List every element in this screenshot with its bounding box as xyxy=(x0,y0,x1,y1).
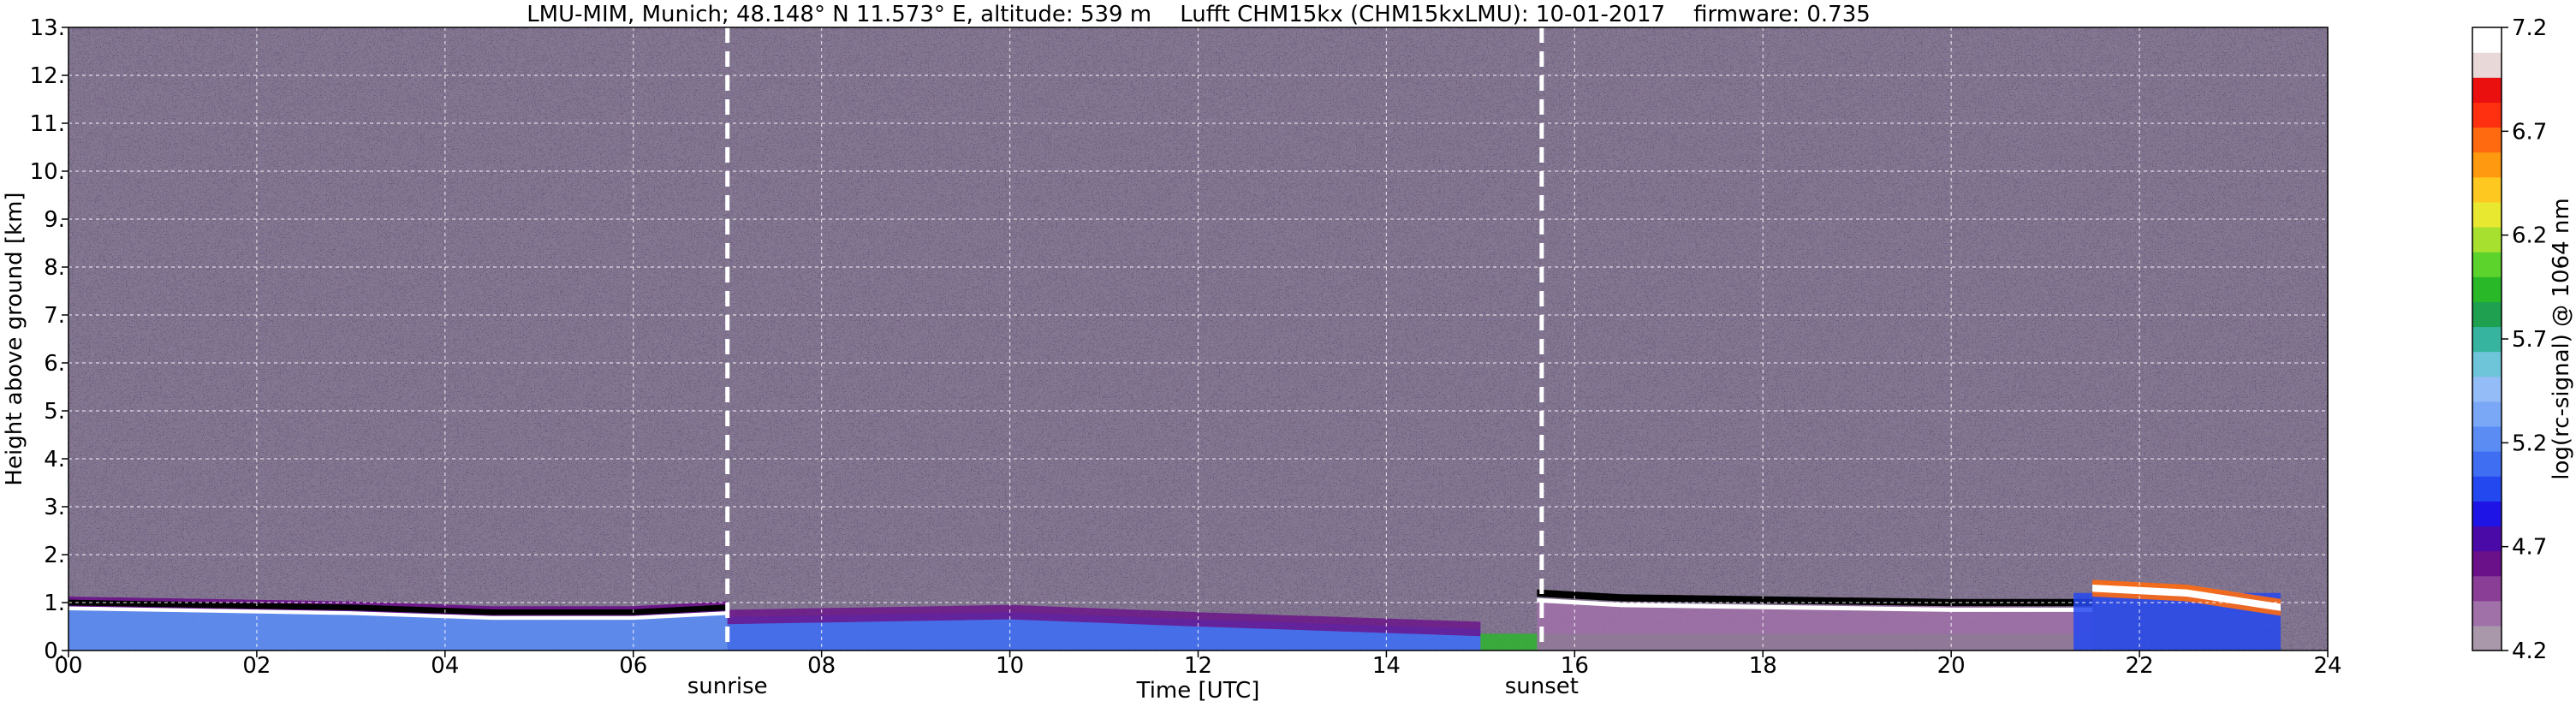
x-tick-label: 12 xyxy=(1184,653,1212,679)
morning-layer-top xyxy=(68,599,728,615)
colorbar: 4.2 4.7 5.2 5.7 6.2 6.7 7.2 xyxy=(2472,15,2547,664)
morning-strong-signal xyxy=(68,606,728,621)
colorbar-swatch xyxy=(2472,526,2502,552)
evening-strong-signal xyxy=(1537,597,2093,612)
colorbar-swatch xyxy=(2472,102,2502,128)
y-tick-label: 5. xyxy=(44,399,65,425)
x-tick-label: 24 xyxy=(2313,653,2341,679)
chart-title: LMU-MIM, Munich; 48.148° N 11.573° E, al… xyxy=(527,2,1871,27)
y-tick-label: 13. xyxy=(30,15,65,41)
y-tick-label: 11. xyxy=(30,111,65,137)
colorbar-swatch xyxy=(2472,575,2502,602)
y-axis-label: Height above ground [km] xyxy=(2,192,27,485)
x-axis: 00 02 04 06 08 10 12 14 16 18 20 22 24 xyxy=(54,651,2342,679)
colorbar-swatch xyxy=(2472,476,2502,502)
colorbar-swatch xyxy=(2472,326,2502,353)
x-tick-label: 20 xyxy=(1937,653,1966,679)
y-tick-label: 0. xyxy=(44,639,65,664)
colorbar-swatch xyxy=(2472,550,2502,577)
x-axis-label: Time [UTC] xyxy=(1136,678,1260,704)
evening-residual xyxy=(1537,603,2093,651)
colorbar-swatch xyxy=(2472,152,2502,178)
x-tick-label: 22 xyxy=(2126,653,2154,679)
colorbar-swatch xyxy=(2472,425,2502,452)
sun-lines xyxy=(725,27,1544,651)
colorbar-swatch xyxy=(2472,226,2502,253)
colorbar-tick-label: 4.2 xyxy=(2512,639,2547,664)
y-tick-label: 10. xyxy=(30,159,65,185)
colorbar-tick-label: 6.2 xyxy=(2512,223,2547,249)
y-tick-label: 7. xyxy=(44,303,65,329)
colorbar-tick-label: 7.2 xyxy=(2512,15,2547,41)
x-tick-label: 14 xyxy=(1372,653,1401,679)
colorbar-swatch xyxy=(2472,27,2502,53)
y-tick-label: 1. xyxy=(44,591,65,616)
grid-lines xyxy=(68,27,2328,651)
x-tick-label: 18 xyxy=(1749,653,1777,679)
evening-layer-top xyxy=(1537,589,2093,607)
colorbar-swatch xyxy=(2472,301,2502,328)
colorbar-swatch xyxy=(2472,376,2502,402)
colorbar-swatch xyxy=(2472,351,2502,377)
colorbar-swatch xyxy=(2472,276,2502,302)
boundary-layers xyxy=(68,579,2282,651)
day-aerosol xyxy=(727,612,1481,651)
x-tick-label: 02 xyxy=(242,653,271,679)
x-tick-label: 04 xyxy=(431,653,459,679)
colorbar-swatch xyxy=(2472,176,2502,203)
colorbar-swatch xyxy=(2472,451,2502,477)
colorbar-swatch xyxy=(2472,52,2502,78)
y-tick-label: 4. xyxy=(44,447,65,472)
colorbar-tick-label: 4.7 xyxy=(2512,535,2547,561)
y-tick-label: 8. xyxy=(44,255,65,281)
annotation-label: sunrise xyxy=(687,674,768,699)
y-tick-label: 6. xyxy=(44,351,65,377)
colorbar-swatch xyxy=(2472,625,2502,651)
x-tick-label: 06 xyxy=(619,653,647,679)
colorbar-swatch xyxy=(2472,77,2502,103)
y-tick-label: 2. xyxy=(44,543,65,568)
y-tick-label: 9. xyxy=(44,207,65,233)
annotations: sunrise sunset xyxy=(687,674,1579,699)
colorbar-tick-label: 5.2 xyxy=(2512,431,2547,456)
y-tick-label: 3. xyxy=(44,495,65,520)
x-tick-label: 16 xyxy=(1561,653,1589,679)
y-tick-label: 12. xyxy=(30,63,65,89)
colorbar-tick-label: 5.7 xyxy=(2512,327,2547,353)
colorbar-swatch xyxy=(2472,501,2502,526)
x-tick-label: 00 xyxy=(54,653,82,679)
colorbar-swatch xyxy=(2472,127,2502,153)
colorbar-tick-label: 6.7 xyxy=(2512,119,2547,145)
colorbar-label: log(rc-signal) @ 1064 nm xyxy=(2549,198,2574,479)
plot-area xyxy=(68,27,2328,651)
x-tick-label: 10 xyxy=(996,653,1024,679)
x-tick-label: 08 xyxy=(807,653,836,679)
day-aerosol-band xyxy=(727,604,1481,637)
colorbar-swatch xyxy=(2472,252,2502,277)
colorbar-swatch xyxy=(2472,201,2502,228)
colorbar-swatch xyxy=(2472,401,2502,427)
colorbar-swatch xyxy=(2472,600,2502,627)
y-axis: 0. 1. 2. 3. 4. 5. 6. 7. 8. 9. 10. 11. 12. 13. xyxy=(30,15,68,664)
annotation-label: sunset xyxy=(1505,674,1579,699)
